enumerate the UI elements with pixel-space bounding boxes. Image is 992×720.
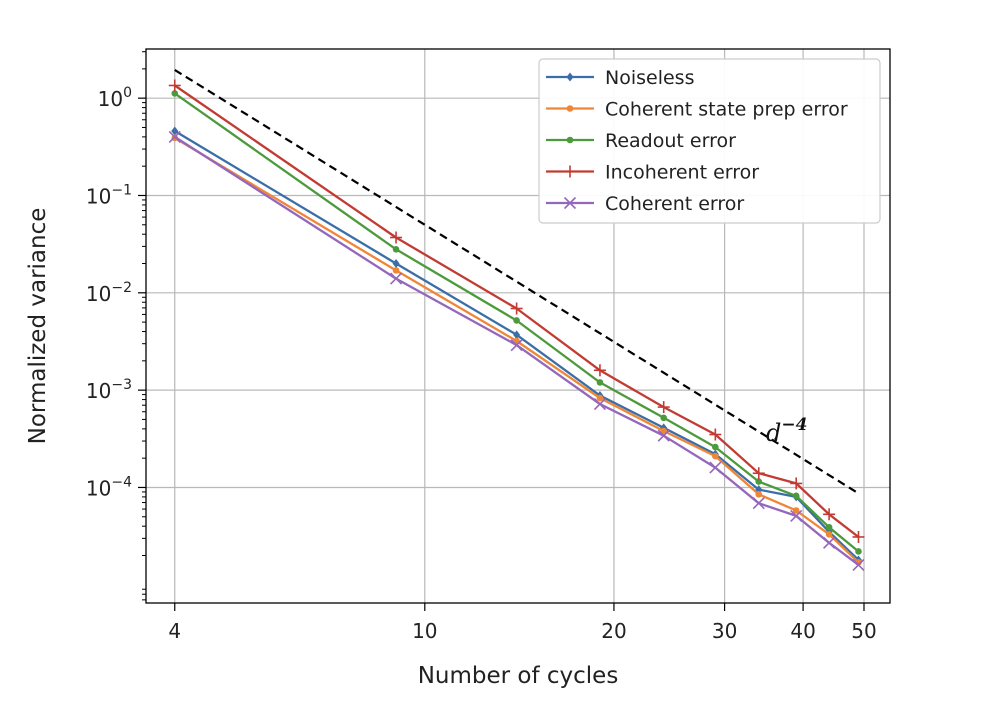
x-marker-b — [823, 536, 836, 549]
series-line — [174, 130, 860, 561]
data-point — [790, 477, 803, 490]
legend-swatch-marker — [566, 136, 574, 144]
reference-line-d-minus-4 — [174, 69, 860, 495]
data-point — [755, 491, 763, 498]
data-point — [657, 429, 670, 442]
y-tick-label: 10−3 — [86, 377, 132, 403]
data-point — [709, 428, 722, 441]
reference-label-text: d−4 — [766, 415, 807, 447]
x-tick-label: 30 — [712, 619, 737, 643]
legend-swatch-marker — [564, 165, 576, 178]
data-point — [168, 130, 181, 143]
x-tick-label: 10 — [412, 619, 437, 643]
data-point — [823, 508, 836, 521]
data-point — [593, 397, 607, 411]
data-point — [657, 401, 670, 414]
y-axis-title: Normalized variance — [25, 208, 51, 445]
x-marker-b — [752, 497, 765, 510]
data-point — [855, 548, 862, 555]
y-axis-ticks: 100 10−1 10−2 10−3 10−4 — [86, 51, 146, 601]
x-marker-b — [510, 339, 523, 352]
legend-label: Noiseless — [605, 67, 694, 89]
data-point — [593, 364, 606, 377]
data-point — [168, 79, 181, 92]
data-point — [660, 414, 668, 422]
axes — [145, 48, 891, 604]
series-line — [174, 135, 860, 566]
data-point — [171, 90, 179, 97]
legend-label: Incoherent error — [605, 162, 759, 184]
x-marker-b — [389, 272, 403, 285]
data-point — [752, 497, 765, 510]
data-point — [513, 317, 520, 324]
data-point — [712, 452, 719, 460]
data-point — [825, 531, 833, 538]
legend-label: Coherent state prep error — [605, 99, 848, 121]
data-point — [392, 245, 400, 253]
data-point — [596, 394, 604, 402]
x-marker-b — [709, 461, 722, 474]
legend-entry: Noiseless — [546, 67, 694, 89]
legend-swatch-marker — [566, 105, 574, 112]
data-point — [171, 126, 179, 136]
data-point — [510, 302, 523, 315]
legend: Noiseless Coherent state prep error Readou… — [538, 58, 881, 224]
x-marker-b — [593, 397, 607, 411]
y-tick-label: 10−4 — [86, 474, 132, 500]
data-point — [792, 507, 800, 514]
data-point — [852, 530, 865, 543]
x-marker-b — [657, 429, 670, 442]
data-point — [709, 461, 722, 474]
legend-label: Coherent error — [605, 193, 744, 215]
legend-swatch-marker — [563, 196, 577, 210]
legend-entry: Coherent state prep error — [546, 99, 848, 121]
data-point — [752, 467, 765, 480]
y-tick-label: 10−2 — [86, 280, 132, 306]
x-tick-label: 4 — [168, 619, 181, 643]
legend-entry: Coherent error — [546, 193, 744, 215]
x-marker-b — [168, 130, 181, 143]
series-readout-error — [171, 90, 862, 555]
legend-box — [538, 58, 881, 224]
data-point — [755, 478, 763, 485]
data-point — [510, 339, 523, 352]
legend-swatch-marker — [566, 72, 574, 82]
plot-frame — [145, 48, 891, 604]
x-marker-b — [852, 558, 865, 571]
series-layer — [168, 79, 865, 571]
series-line — [174, 84, 860, 538]
x-tick-label: 50 — [851, 619, 876, 643]
data-point — [513, 330, 521, 340]
data-point — [712, 443, 719, 451]
x-axis-ticks: 4 10 20 30 40 50 — [168, 603, 877, 643]
series-line — [174, 92, 860, 553]
x-marker-b — [563, 196, 577, 210]
series-line — [174, 137, 860, 564]
data-point — [596, 379, 604, 386]
y-tick-label: 10−1 — [86, 182, 132, 208]
data-point — [825, 523, 833, 531]
x-tick-label: 40 — [790, 619, 815, 643]
reference-line — [174, 69, 860, 495]
reference-line-label: d−4 — [766, 415, 807, 447]
series-incoherent-error — [168, 79, 865, 543]
series-coherent-error — [168, 130, 865, 571]
data-point — [823, 536, 836, 549]
legend-entry: Readout error — [546, 130, 736, 152]
data-point — [852, 558, 865, 571]
data-point — [660, 427, 668, 435]
data-point — [389, 272, 403, 285]
y-tick-label: 100 — [98, 85, 132, 111]
data-point — [392, 267, 400, 274]
legend-label: Readout error — [605, 130, 736, 152]
x-axis-title: Number of cycles — [418, 663, 619, 689]
x-marker-b — [790, 509, 803, 522]
x-tick-label: 20 — [601, 619, 626, 643]
data-point — [792, 492, 800, 500]
legend-entry: Incoherent error — [546, 162, 759, 184]
data-point — [790, 509, 803, 522]
data-point — [390, 231, 403, 244]
data-point — [392, 259, 400, 269]
